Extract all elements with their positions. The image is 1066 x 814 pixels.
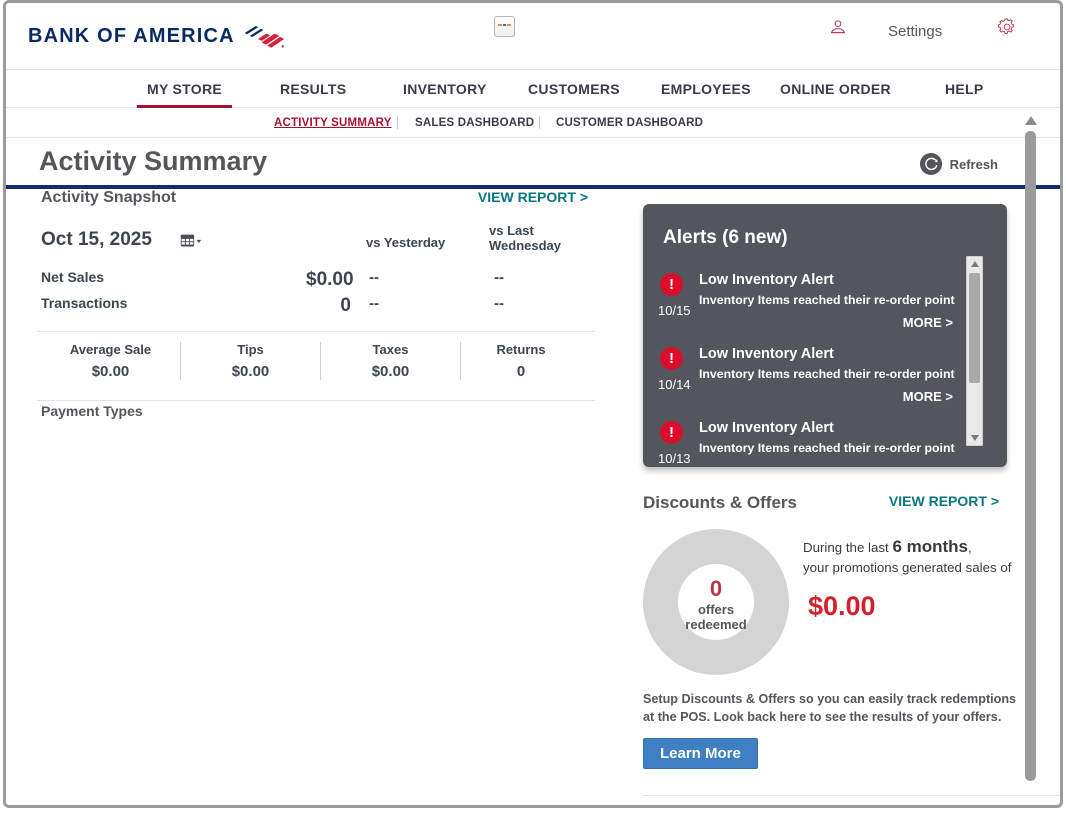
svg-text:BANK OF AMERICA: BANK OF AMERICA (28, 25, 235, 47)
